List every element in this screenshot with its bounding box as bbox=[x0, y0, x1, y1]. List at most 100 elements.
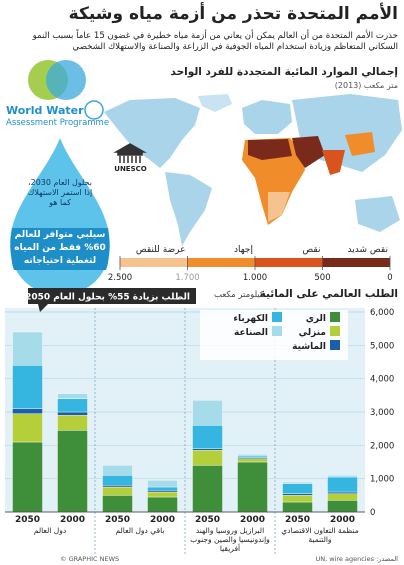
bar-segment bbox=[237, 454, 268, 457]
legend-tick-label: 1.000 bbox=[243, 273, 267, 283]
south-america bbox=[165, 172, 212, 246]
legend-swatch bbox=[330, 340, 340, 350]
y-tick-label: 4,000 bbox=[370, 375, 394, 385]
x-tick-label: 2050 bbox=[195, 515, 220, 525]
x-tick-label: 2000 bbox=[150, 515, 175, 525]
unesco-icon bbox=[113, 143, 147, 163]
bar-segment bbox=[282, 495, 313, 503]
legend-band bbox=[322, 258, 390, 267]
bar-segment bbox=[327, 500, 358, 513]
title: الأمم المتحدة تحذر من أزمة مياه وشيكة bbox=[68, 4, 398, 24]
y-tick-label: 5,000 bbox=[370, 341, 394, 351]
bar-segment bbox=[147, 486, 178, 491]
map-unit: متر مكعب (2013) bbox=[334, 81, 398, 90]
unesco-label: UNESCO bbox=[114, 165, 147, 173]
y-tick-label: 2,000 bbox=[370, 441, 394, 451]
annotation: الطلب بزيادة 55% بحلول العام 2050 bbox=[25, 293, 190, 303]
bar-segment bbox=[57, 430, 88, 513]
legend-label: الري bbox=[306, 314, 326, 324]
x-tick-label: 2050 bbox=[105, 515, 130, 525]
logo-text: Assessment Programme bbox=[6, 118, 110, 128]
bar-segment bbox=[102, 475, 133, 486]
x-tick-label: 2050 bbox=[285, 515, 310, 525]
australia bbox=[355, 196, 400, 232]
map-title: إجمالي الموارد المائية المتجددة للفرد ال… bbox=[170, 66, 398, 78]
legend-label: الماشية bbox=[292, 342, 326, 352]
bar-segment bbox=[102, 486, 133, 496]
bar-segment bbox=[102, 485, 133, 488]
group-label: باقي دول العالم bbox=[115, 526, 165, 535]
legend-swatch bbox=[272, 326, 282, 336]
legend-swatch bbox=[330, 326, 340, 336]
bar-segment bbox=[237, 455, 268, 458]
y-tick-label: 6,000 bbox=[370, 308, 394, 318]
north-africa bbox=[248, 139, 292, 160]
y-tick-label: 1,000 bbox=[370, 475, 394, 485]
bar-segment bbox=[282, 493, 313, 496]
credit: © GRAPHIC NEWS bbox=[60, 555, 120, 563]
bar-segment bbox=[57, 393, 88, 399]
legend-swatch bbox=[272, 312, 282, 322]
bar-segment bbox=[237, 461, 268, 513]
bar-segment bbox=[192, 450, 223, 466]
drop-highlight: سيلبي متوافر للعالم 60% فقط من المياه لت… bbox=[14, 230, 106, 266]
greenland bbox=[198, 94, 232, 112]
legend-band-label: نقص bbox=[302, 245, 320, 255]
chart-unit: كيلومتر مكعب bbox=[214, 290, 265, 300]
wwap-logo bbox=[28, 60, 147, 163]
bar-segment bbox=[12, 441, 43, 513]
bar-segment bbox=[192, 425, 223, 449]
legend-label: الصناعة bbox=[234, 328, 268, 338]
group-label: منظمة التعاون الاقتصادي والتنمية bbox=[281, 526, 359, 544]
bar-segment bbox=[327, 493, 358, 501]
bar-segment bbox=[327, 476, 358, 493]
north-america bbox=[104, 98, 200, 168]
x-tick-label: 2050 bbox=[15, 515, 40, 525]
y-tick-label: 0 bbox=[370, 508, 375, 518]
legend-band-label: إجهاد bbox=[234, 245, 253, 255]
legend-tick-label: 500 bbox=[314, 273, 330, 283]
legend-band bbox=[120, 258, 188, 267]
y-tick-label: 3,000 bbox=[370, 408, 394, 418]
bar-segment bbox=[102, 495, 133, 513]
legend-label: منزلي bbox=[299, 328, 326, 338]
group-label: دول العالم bbox=[33, 526, 67, 535]
bar-segment bbox=[147, 491, 178, 498]
bar-segment bbox=[147, 490, 178, 493]
bar-segment bbox=[237, 458, 268, 463]
group-label: البرازيل وروسيا والهند وإندونيسيا والصين… bbox=[190, 526, 270, 553]
un-emblem bbox=[84, 100, 104, 120]
legend-tick-label: 2.500 bbox=[108, 273, 132, 283]
drop-intro: بحلول العام 2030، إذا استمر الاستهلاك كم… bbox=[27, 178, 93, 207]
bar-segment bbox=[12, 408, 43, 414]
china bbox=[345, 132, 375, 156]
bar-segment bbox=[12, 413, 43, 443]
bar-segment bbox=[327, 491, 358, 494]
legend-band bbox=[187, 258, 255, 267]
africa bbox=[242, 138, 305, 225]
legend-label: الكهرباء bbox=[233, 314, 268, 324]
logo-circle bbox=[46, 60, 86, 100]
source: المصدر: UN, wire agencies bbox=[315, 555, 398, 563]
bar-segment bbox=[12, 365, 43, 409]
subtitle: حذرت الأمم المتحدة من أن العالم يمكن أن … bbox=[32, 31, 398, 52]
chart-title: الطلب العالمي على المائية bbox=[260, 288, 398, 300]
middle-east bbox=[292, 136, 325, 168]
world-map bbox=[104, 94, 402, 246]
south-africa bbox=[268, 192, 290, 222]
bar-segment bbox=[282, 483, 313, 494]
logo-text: World Water bbox=[6, 104, 84, 117]
bar-segment bbox=[282, 501, 313, 513]
legend-band-label: نقص شديد bbox=[348, 245, 388, 255]
drop-band bbox=[10, 228, 110, 270]
legend-tick-label: 1.700 bbox=[175, 273, 199, 283]
bar-segment bbox=[282, 481, 313, 484]
bar-segment bbox=[147, 496, 178, 513]
legend-band-label: عرضة للنقص bbox=[136, 245, 186, 255]
water-drop bbox=[10, 138, 110, 295]
bar-segment bbox=[192, 465, 223, 513]
x-tick-label: 2000 bbox=[240, 515, 265, 525]
bar-segment bbox=[12, 331, 43, 366]
